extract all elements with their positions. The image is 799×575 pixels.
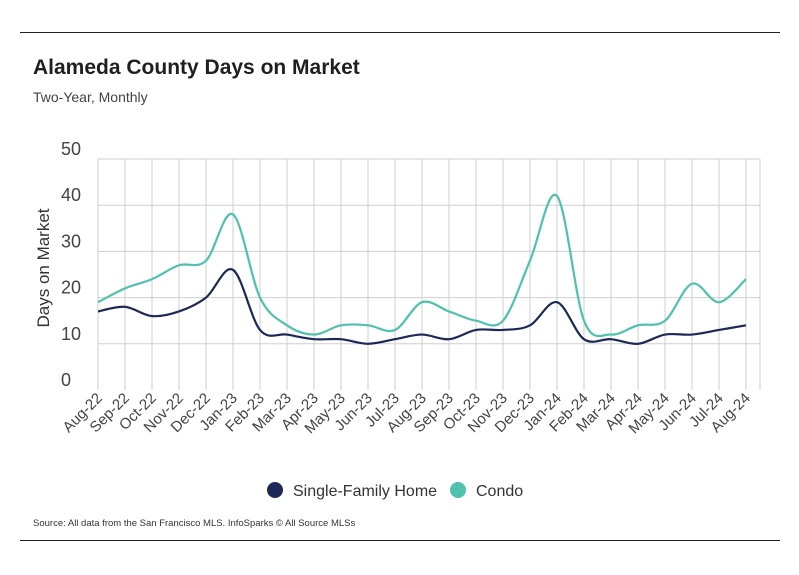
series-line-condo [97,193,747,338]
chart-title: Alameda County Days on Market [33,56,360,79]
bottom-rule [20,540,780,541]
series-line-single-family-home [97,268,747,345]
x-axis-ticks: Aug-22Sep-22Oct-22Nov-22Dec-22Jan-23Feb-… [60,390,754,437]
top-rule [20,32,780,33]
y-tick-label: 20 [61,278,81,298]
legend-label-single-family-home: Single-Family Home [293,483,437,500]
y-axis-ticks: 0 10 20 30 40 50 [61,139,81,390]
y-tick-label: 40 [61,185,81,205]
legend: Single-Family Home Condo [267,482,523,500]
legend-marker-condo [450,482,466,498]
y-tick-label: 50 [61,139,81,159]
y-tick-label: 10 [61,324,81,344]
y-axis-label: Days on Market [34,208,53,327]
legend-label-condo: Condo [476,483,523,500]
source-note: Source: All data from the San Francisco … [33,518,356,529]
y-tick-label: 30 [61,231,81,251]
chart-grid [97,158,761,390]
chart-subtitle: Two-Year, Monthly [33,89,148,105]
y-tick-label: 0 [61,370,71,390]
series-lines [97,193,747,345]
legend-marker-single-family-home [267,482,283,498]
